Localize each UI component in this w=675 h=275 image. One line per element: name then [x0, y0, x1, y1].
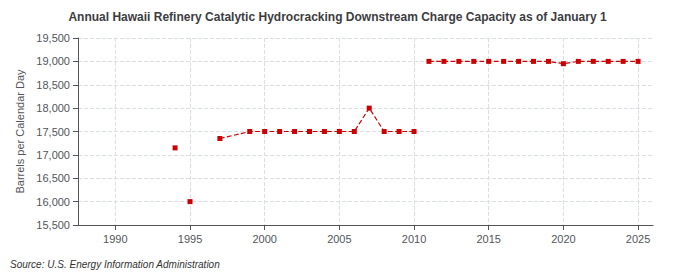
svg-text:16,500: 16,500 — [36, 172, 70, 184]
svg-text:Barrels per Calendar Day: Barrels per Calendar Day — [14, 69, 26, 194]
svg-text:2025: 2025 — [626, 233, 650, 245]
svg-text:17,500: 17,500 — [36, 126, 70, 138]
svg-text:2000: 2000 — [252, 233, 276, 245]
svg-text:18,000: 18,000 — [36, 102, 70, 114]
svg-text:15,500: 15,500 — [36, 219, 70, 231]
svg-text:2010: 2010 — [402, 233, 426, 245]
svg-text:1995: 1995 — [178, 233, 202, 245]
svg-text:1990: 1990 — [103, 233, 127, 245]
svg-text:18,500: 18,500 — [36, 79, 70, 91]
svg-text:17,000: 17,000 — [36, 149, 70, 161]
svg-text:2015: 2015 — [476, 233, 500, 245]
svg-text:2005: 2005 — [327, 233, 351, 245]
svg-text:19,500: 19,500 — [36, 32, 70, 44]
svg-text:Source: U.S. Energy Informatio: Source: U.S. Energy Information Administ… — [10, 259, 220, 270]
svg-text:Annual Hawaii Refinery Catalyt: Annual Hawaii Refinery Catalytic Hydrocr… — [68, 10, 607, 24]
svg-text:16,000: 16,000 — [36, 196, 70, 208]
svg-text:2020: 2020 — [551, 233, 575, 245]
svg-text:19,000: 19,000 — [36, 55, 70, 67]
